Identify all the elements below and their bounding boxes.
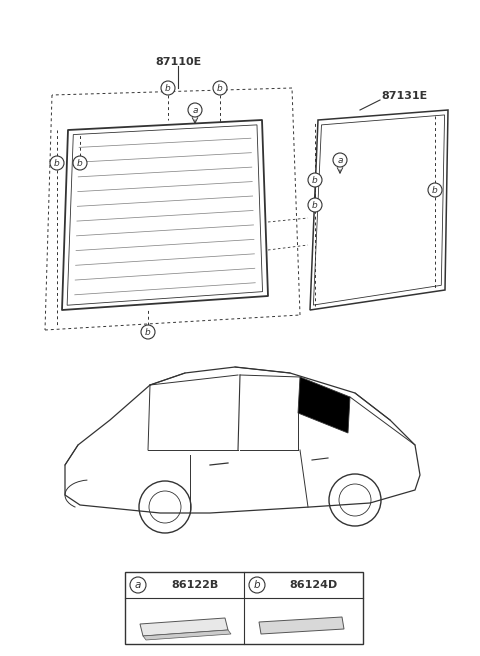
Circle shape bbox=[308, 198, 322, 212]
Polygon shape bbox=[259, 617, 344, 634]
Text: 87131E: 87131E bbox=[382, 91, 428, 101]
Text: b: b bbox=[312, 201, 318, 210]
Circle shape bbox=[73, 156, 87, 170]
Text: b: b bbox=[54, 159, 60, 168]
Polygon shape bbox=[140, 618, 228, 636]
Text: b: b bbox=[145, 328, 151, 337]
Polygon shape bbox=[143, 630, 231, 640]
Text: b: b bbox=[165, 84, 171, 93]
Circle shape bbox=[188, 103, 202, 117]
Circle shape bbox=[308, 173, 322, 187]
Circle shape bbox=[428, 183, 442, 197]
Circle shape bbox=[130, 577, 146, 593]
Circle shape bbox=[213, 81, 227, 95]
Text: b: b bbox=[254, 581, 260, 590]
Circle shape bbox=[141, 325, 155, 339]
Text: b: b bbox=[217, 84, 223, 93]
Text: 87110E: 87110E bbox=[155, 57, 201, 67]
Text: 86124D: 86124D bbox=[290, 580, 338, 590]
Circle shape bbox=[333, 153, 347, 167]
Circle shape bbox=[249, 577, 265, 593]
Bar bbox=[125, 572, 363, 644]
Circle shape bbox=[50, 156, 64, 170]
Text: a: a bbox=[337, 156, 343, 165]
Text: b: b bbox=[432, 186, 438, 195]
Circle shape bbox=[161, 81, 175, 95]
Text: 86122B: 86122B bbox=[171, 580, 218, 590]
Text: a: a bbox=[192, 106, 198, 115]
Text: b: b bbox=[77, 159, 83, 168]
Polygon shape bbox=[298, 377, 350, 433]
Text: b: b bbox=[312, 176, 318, 185]
Text: a: a bbox=[135, 581, 141, 590]
